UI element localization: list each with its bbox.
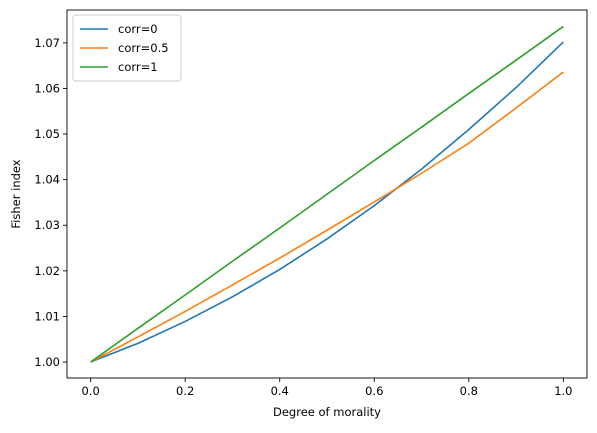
x-tick-label: 1.0 — [554, 384, 572, 398]
legend-label-2: corr=0.5 — [118, 41, 169, 55]
y-tick-label: 1.05 — [34, 127, 60, 141]
y-tick-label: 1.04 — [34, 173, 60, 187]
y-tick-label: 1.02 — [34, 264, 60, 278]
legend-label-3: corr=1 — [118, 60, 158, 74]
y-axis-label: Fisher index — [9, 159, 23, 228]
series-line-1 — [90, 41, 564, 363]
series-line-2 — [90, 71, 564, 363]
x-tick-label: 0.4 — [271, 384, 289, 398]
legend: corr=0 corr=0.5 corr=1 — [72, 14, 182, 82]
plot-frame — [66, 9, 588, 379]
y-tick-label: 1.00 — [34, 355, 60, 369]
x-tick-label: 0.6 — [365, 384, 383, 398]
y-tick-label: 1.03 — [34, 218, 60, 232]
x-tick-label: 0.0 — [81, 384, 99, 398]
y-tick-label: 1.07 — [34, 36, 60, 50]
legend-label-1: corr=0 — [118, 22, 158, 36]
y-tick-label: 1.01 — [34, 309, 60, 323]
x-tick-label: 0.2 — [176, 384, 194, 398]
y-tick-label: 1.06 — [34, 81, 60, 95]
x-tick-label: 0.8 — [460, 384, 478, 398]
x-axis-label: Degree of morality — [273, 405, 381, 419]
legend-box — [72, 14, 182, 82]
series-line-3 — [90, 25, 564, 363]
